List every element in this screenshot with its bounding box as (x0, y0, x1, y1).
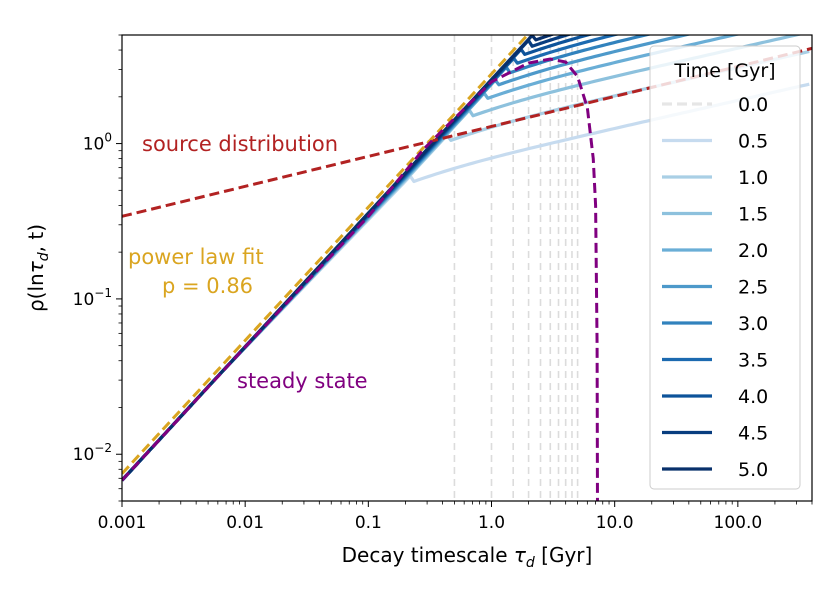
legend-label: 3.0 (738, 313, 768, 335)
x-tick-label: 10.0 (596, 513, 634, 533)
x-tick-label: 1.0 (478, 513, 505, 533)
legend-label: 1.0 (738, 167, 768, 189)
annotation-source-distribution: source distribution (142, 132, 338, 156)
annotation-power-law-fit: power law fit (128, 245, 264, 269)
legend-label: 4.5 (738, 423, 768, 445)
legend: Time [Gyr] 0.0 0.5 1.0 1.5 2.0 2.5 3.0 3.5 4.0 4.… (649, 45, 801, 490)
x-tick-label: 0.01 (226, 513, 264, 533)
y-tick-label: 10−2 (73, 441, 112, 465)
annotation-steady-state: steady state (237, 369, 368, 393)
x-tick-label: 0.1 (355, 513, 382, 533)
legend-label: 2.5 (738, 277, 768, 299)
legend-entries: 0.0 0.5 1.0 1.5 2.0 2.5 3.0 3.5 4.0 4.5 5.0 (662, 94, 768, 481)
legend-label: 0.0 (738, 94, 768, 116)
power-law-fit-line (122, 35, 530, 475)
legend-title: Time [Gyr] (673, 60, 775, 82)
axes: 0.001 0.01 0.1 1.0 10.0 100.0 10−2 10−1 100 (73, 34, 813, 533)
legend-label: 0.5 (738, 131, 768, 153)
x-tick-label: 100.0 (714, 513, 763, 533)
y-tick-label: 10−1 (73, 286, 112, 310)
legend-box (649, 45, 801, 490)
x-axis-label: Decay timescale τd [Gyr] (342, 543, 593, 571)
plot-frame (121, 34, 813, 502)
x-tick-label: 0.001 (98, 513, 147, 533)
legend-label: 2.0 (738, 240, 768, 262)
annotation-power-law-p: p = 0.86 (162, 274, 253, 298)
y-tick-label: 100 (83, 131, 112, 155)
legend-label: 1.5 (738, 204, 768, 226)
legend-label: 5.0 (738, 459, 768, 481)
y-axis-label: ρ(lnτd, t) (24, 224, 52, 312)
legend-label: 4.0 (738, 386, 768, 408)
legend-label: 3.5 (738, 350, 768, 372)
